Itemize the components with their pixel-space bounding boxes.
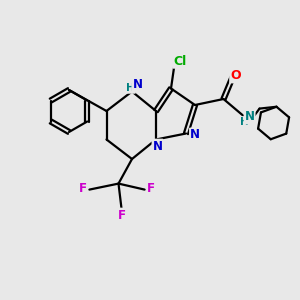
Text: N: N — [190, 128, 200, 142]
Text: F: F — [79, 182, 87, 196]
Text: F: F — [118, 208, 126, 222]
Text: Cl: Cl — [173, 55, 187, 68]
Text: F: F — [147, 182, 155, 196]
Text: N: N — [132, 77, 142, 91]
Text: N: N — [244, 110, 255, 124]
Text: H: H — [240, 117, 249, 127]
Text: N: N — [152, 140, 163, 153]
Text: O: O — [230, 69, 241, 82]
Text: H: H — [126, 83, 135, 93]
